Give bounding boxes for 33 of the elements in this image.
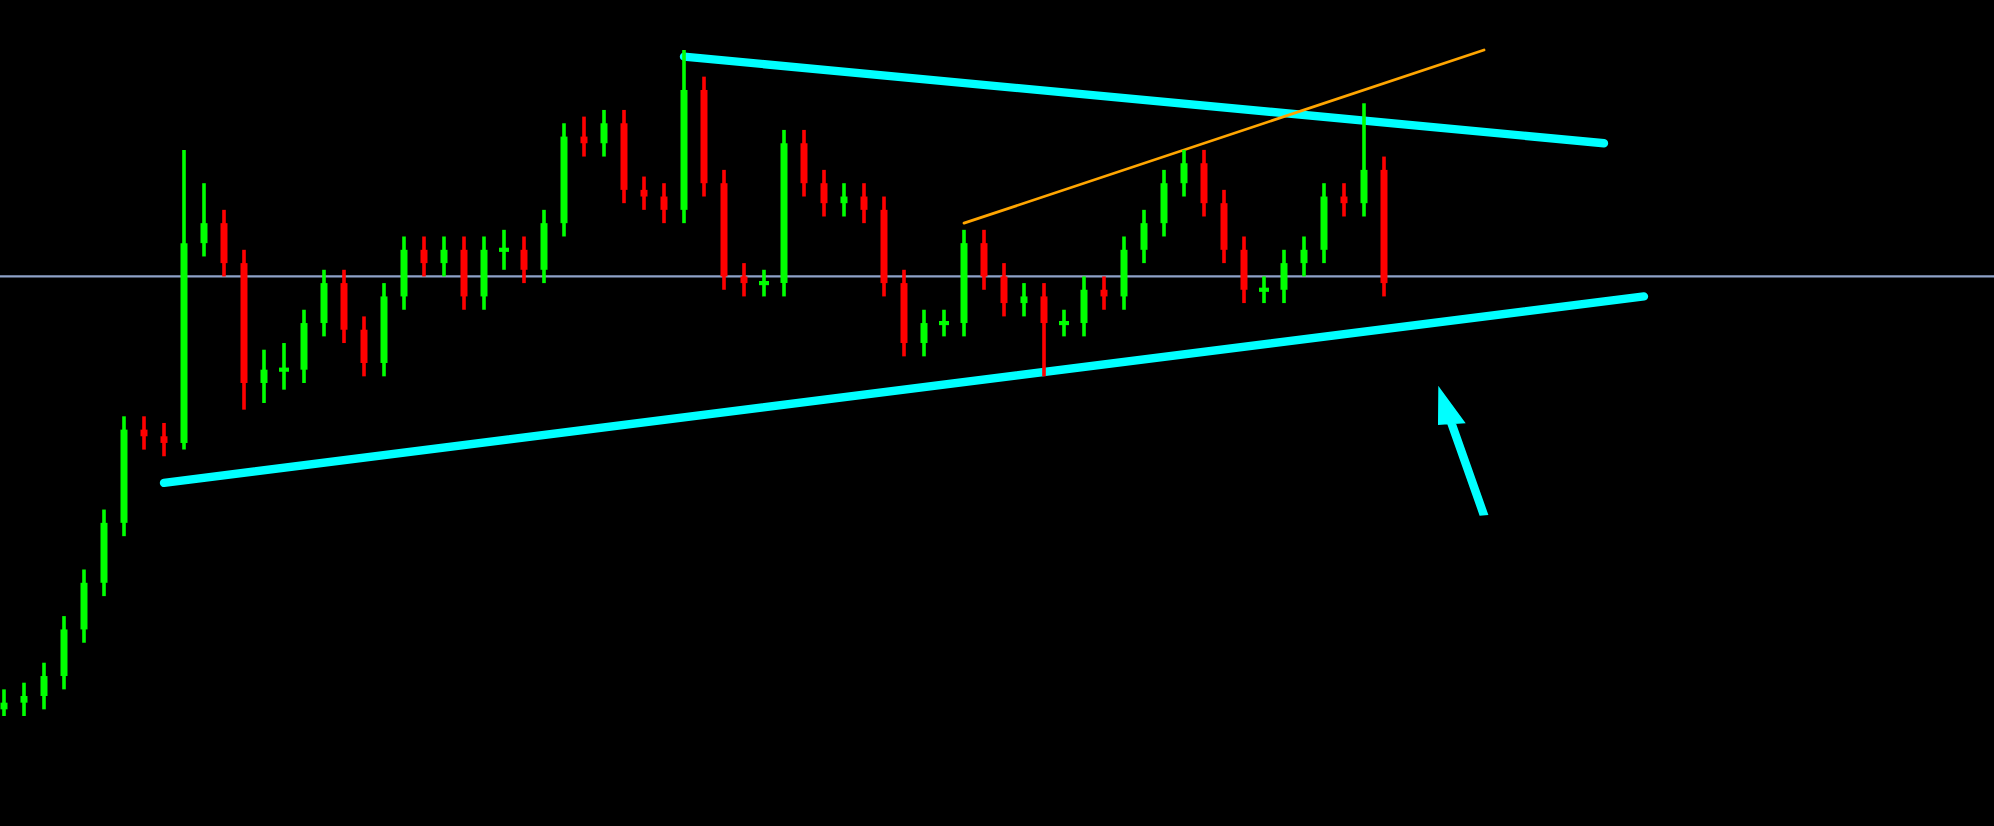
candlestick (320, 267, 328, 339)
candlestick (1020, 281, 1028, 319)
candlestick (740, 261, 748, 299)
candlestick (1300, 234, 1308, 279)
candlestick (1140, 208, 1148, 265)
candlestick (40, 660, 48, 712)
candlestick (1200, 148, 1208, 219)
candlestick (260, 347, 268, 405)
candlestick (1280, 247, 1288, 305)
candlestick (480, 234, 488, 312)
candlestick (1100, 274, 1108, 312)
candlestick (1180, 148, 1188, 199)
candlestick (1000, 261, 1008, 319)
candlestick (1080, 274, 1088, 339)
candlestick (160, 421, 168, 459)
candlestick (600, 108, 608, 159)
candlestick (1240, 234, 1248, 305)
candlestick (640, 174, 648, 212)
candlestick (1120, 234, 1128, 312)
candlestick (660, 181, 668, 225)
candlestick (1340, 181, 1348, 219)
candlestick (220, 208, 228, 279)
candlestick (360, 314, 368, 379)
candlestick (1040, 281, 1048, 379)
candlestick (840, 181, 848, 219)
candlestick (400, 234, 408, 312)
candlestick (580, 114, 588, 159)
candlestick (440, 234, 448, 279)
candlestick (540, 208, 548, 285)
candlestick (860, 181, 868, 225)
candlestick (80, 567, 88, 645)
candlestick (800, 128, 808, 199)
candlestick (460, 234, 468, 312)
